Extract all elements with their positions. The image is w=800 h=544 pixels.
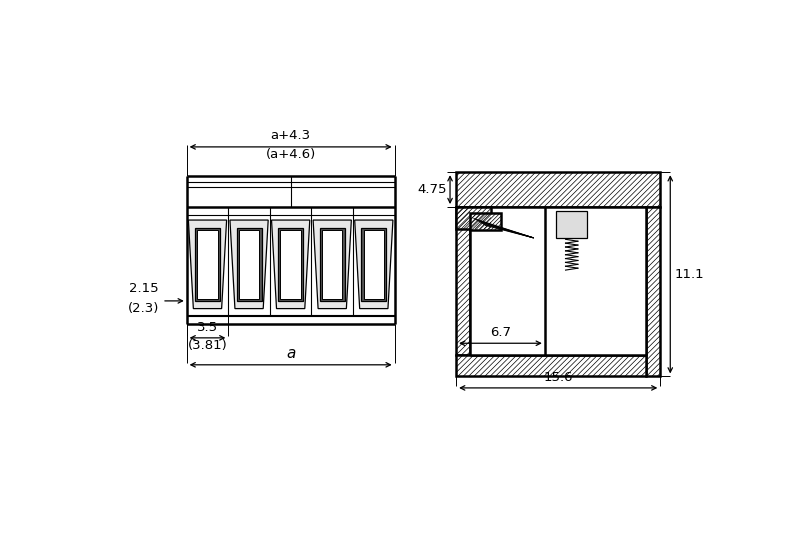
Bar [362,228,386,301]
Text: 4.75: 4.75 [418,183,447,196]
Polygon shape [188,220,226,308]
Polygon shape [456,207,491,228]
Polygon shape [456,172,660,207]
Polygon shape [354,220,393,308]
Text: a+4.3: a+4.3 [270,129,310,143]
Polygon shape [646,207,660,376]
Bar [237,228,262,301]
Text: (2.3): (2.3) [128,302,159,316]
Bar [320,228,345,301]
Bar [470,207,646,355]
Polygon shape [456,355,646,376]
Bar [322,230,342,299]
Text: (a+4.6): (a+4.6) [266,149,316,162]
Polygon shape [456,207,470,355]
Bar [278,228,303,301]
Bar [281,230,301,299]
Bar [364,230,384,299]
Text: (3.81): (3.81) [188,339,227,353]
Bar [198,230,218,299]
Polygon shape [470,213,501,230]
Text: 2.15: 2.15 [130,282,159,295]
Bar [239,230,259,299]
Polygon shape [313,220,351,308]
Text: 11.1: 11.1 [675,268,705,281]
Polygon shape [271,220,310,308]
Polygon shape [230,220,268,308]
Text: 3.5: 3.5 [197,321,218,334]
Text: 6.7: 6.7 [490,326,511,338]
Bar [556,211,587,238]
Text: a: a [286,346,295,361]
Bar [195,228,220,301]
Text: 15.6: 15.6 [543,371,573,384]
